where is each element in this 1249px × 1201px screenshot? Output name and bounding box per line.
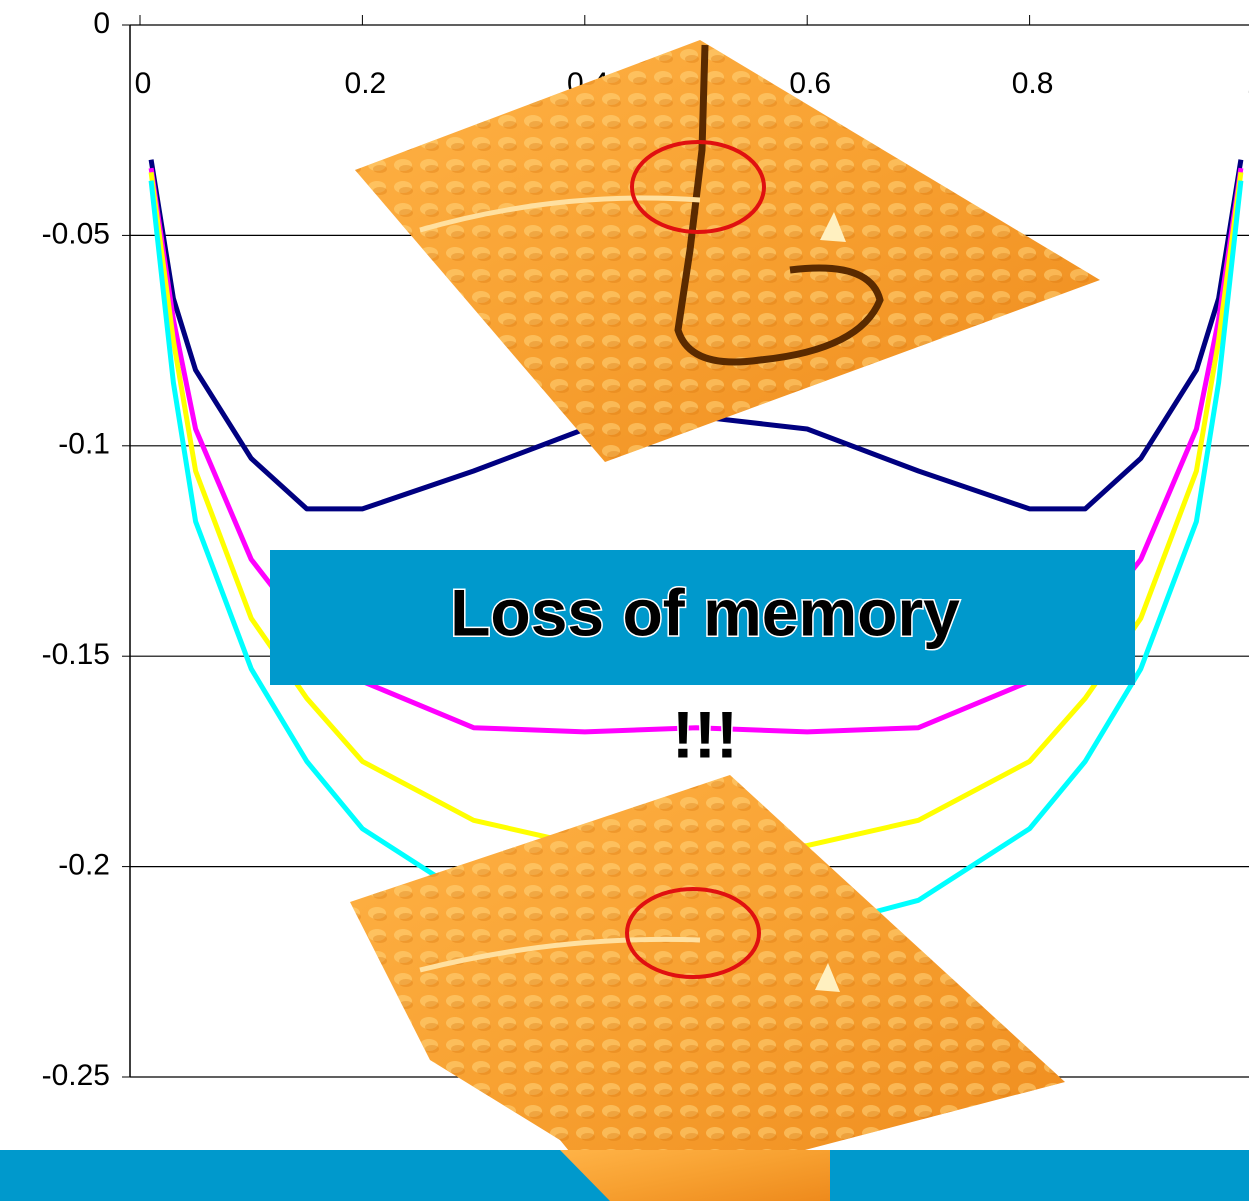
x-tick-label: 1 xyxy=(1247,67,1249,100)
annotation-box xyxy=(270,550,1135,685)
x-tick-label: 0.2 xyxy=(345,67,387,100)
afm-image-top xyxy=(355,40,1100,462)
afm-image-bottom xyxy=(350,775,1065,1201)
series-line xyxy=(148,167,1244,735)
y-tick-label: -0.05 xyxy=(42,217,110,250)
y-tick-label: -0.15 xyxy=(42,638,110,671)
y-tick-label: -0.2 xyxy=(58,849,110,882)
afm-image-edge xyxy=(560,1150,830,1201)
x-tick-label: 0 xyxy=(135,67,152,100)
y-tick-label: 0 xyxy=(93,7,110,40)
y-tick-label: -0.25 xyxy=(42,1059,110,1092)
y-tick-label: -0.1 xyxy=(58,428,110,461)
annotation: !!! xyxy=(672,697,738,771)
x-tick-label: 0.6 xyxy=(789,67,831,100)
annotation: Loss of memory xyxy=(450,575,960,649)
x-tick-label: 0.8 xyxy=(1012,67,1054,100)
